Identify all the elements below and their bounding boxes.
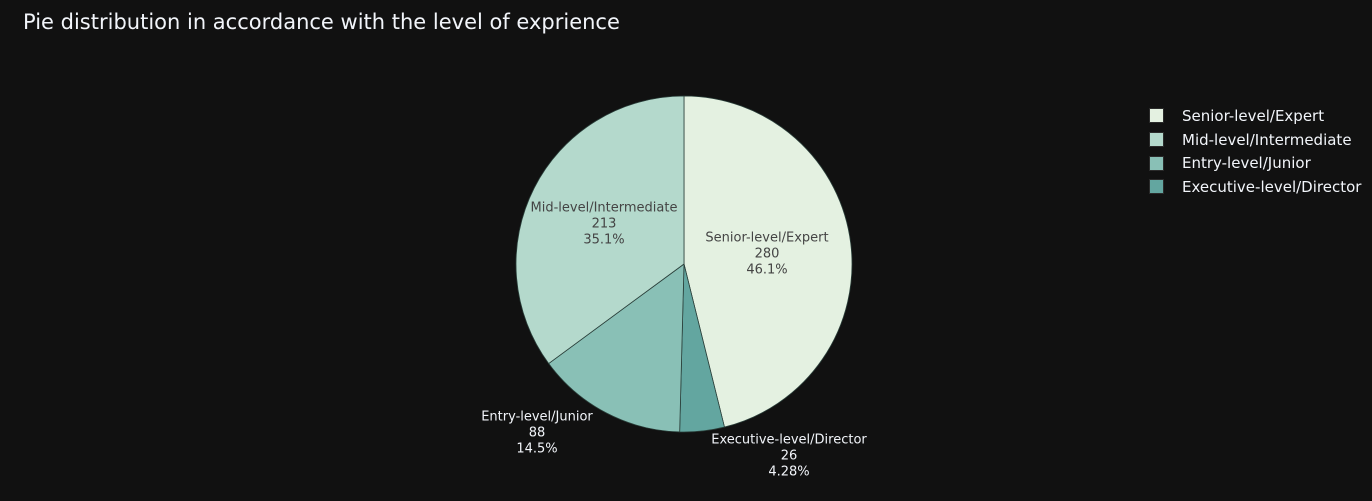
slice-label-percent: 4.28% [768,465,809,480]
legend-item-executive[interactable]: Executive-level/Director [1149,175,1361,199]
legend-swatch [1149,179,1164,195]
legend-swatch [1149,132,1164,148]
slice-label-percent: 35.1% [583,233,624,248]
legend-item-senior[interactable]: Senior-level/Expert [1149,104,1361,128]
slice-label-name: Mid-level/Intermediate [531,201,678,216]
legend-label: Senior-level/Expert [1182,106,1325,125]
slice-label-value: 280 [755,247,780,262]
legend-swatch [1149,155,1164,171]
legend-label: Entry-level/Junior [1182,154,1311,173]
legend-label: Executive-level/Director [1182,177,1362,196]
slice-label-name: Entry-level/Junior [481,410,593,425]
pie-slice-entry-level-junior[interactable] [548,263,685,433]
pie-slice-senior-level-expert[interactable] [683,95,853,428]
slice-label-value: 213 [592,217,617,232]
slice-label-value: 26 [781,449,798,464]
slice-label-percent: 14.5% [516,442,557,457]
chart-title: Pie distribution in accordance with the … [23,10,620,34]
legend: Senior-level/Expert Mid-level/Intermedia… [1149,104,1361,199]
legend-item-mid[interactable]: Mid-level/Intermediate [1149,128,1361,152]
slice-label-percent: 46.1% [746,263,787,278]
slice-label-name: Senior-level/Expert [705,231,828,246]
legend-swatch [1149,108,1164,124]
legend-label: Mid-level/Intermediate [1182,130,1352,149]
slice-label-value: 88 [529,426,546,441]
pie-slice-mid-level-intermediate[interactable] [515,95,685,365]
pie-slices [515,95,853,433]
legend-item-entry[interactable]: Entry-level/Junior [1149,151,1361,175]
slice-label-name: Executive-level/Director [711,433,867,448]
